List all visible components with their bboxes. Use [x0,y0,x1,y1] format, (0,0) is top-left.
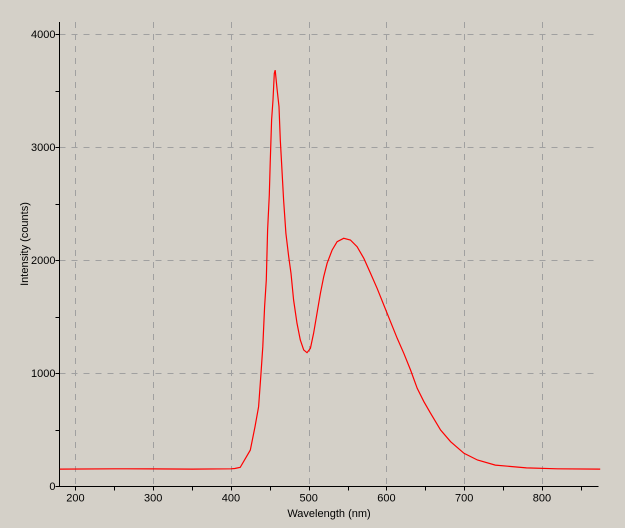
grid [59,22,599,487]
series-line [59,70,601,470]
y-tick-label: 0 [49,481,55,493]
x-axis-label: Wavelength (nm) [287,508,370,520]
x-tick-label: 700 [455,493,473,505]
x-tick-label: 400 [222,493,240,505]
y-tick-label: 3000 [31,142,55,154]
x-tick-label: 800 [533,493,551,505]
axes [59,22,599,487]
y-axis-ticks: 0 1000 2000 3000 4000 [31,29,60,493]
x-axis-ticks: 200 300 400 500 600 700 800 [66,486,582,505]
x-tick-label: 500 [299,493,317,505]
y-axis-label: Intensity (counts) [19,202,31,286]
y-tick-label: 4000 [31,29,55,41]
y-tick-label: 1000 [31,368,55,380]
x-tick-label: 200 [66,493,84,505]
y-tick-label: 2000 [31,255,55,267]
x-tick-label: 600 [377,493,395,505]
x-tick-label: 300 [144,493,162,505]
